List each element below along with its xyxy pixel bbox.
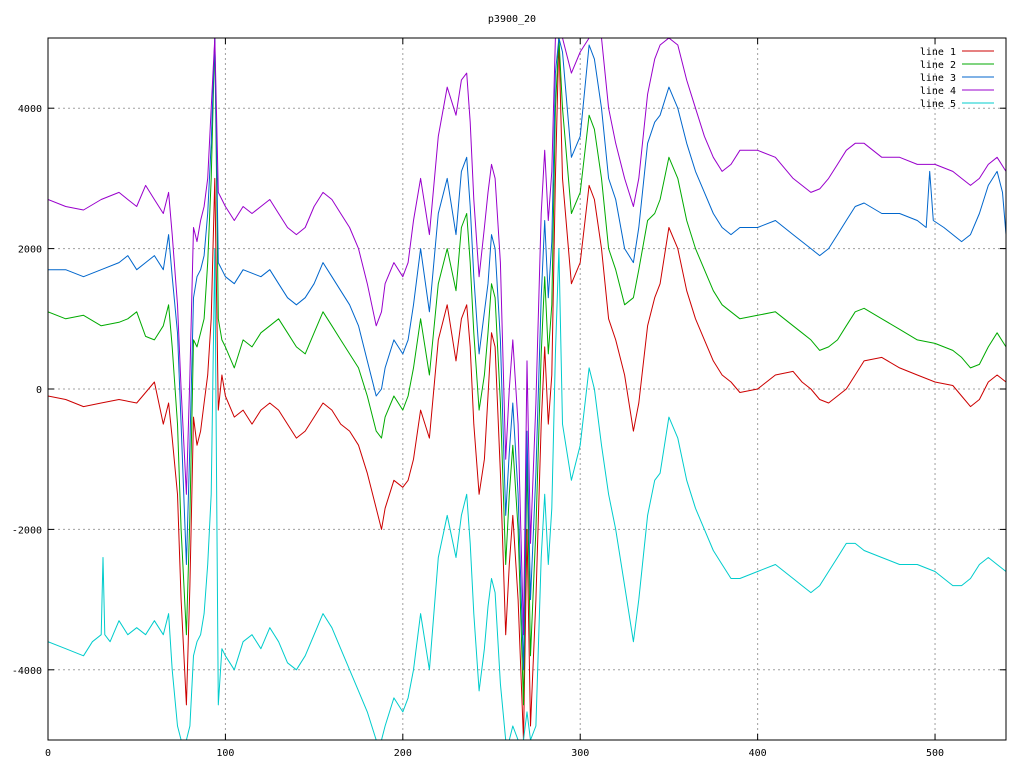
plot-area — [48, 38, 1006, 740]
y-tick-label: 4000 — [18, 104, 42, 115]
legend-label-2: line 2 — [920, 60, 956, 71]
x-tick-label: 500 — [926, 748, 944, 759]
series-line-1 — [48, 38, 1006, 740]
y-tick-label: -4000 — [12, 666, 42, 677]
axis-ticks: 0 100 200 300 400 500 -4000 -2000 0 2000 4000 — [12, 38, 1006, 759]
x-tick-label: 0 — [45, 748, 51, 759]
y-tick-label: 0 — [36, 385, 42, 396]
legend-label-4: line 4 — [920, 86, 956, 97]
x-tick-label: 300 — [571, 748, 589, 759]
series-line-5 — [48, 248, 1006, 740]
legend-label-1: line 1 — [920, 47, 956, 58]
y-tick-label: 2000 — [18, 245, 42, 256]
series-line-3 — [48, 38, 1006, 671]
chart-title: p3900_20 — [488, 14, 536, 25]
legend-label-5: line 5 — [920, 99, 956, 110]
legend: line 1 line 2 line 3 line 4 line 5 — [920, 47, 994, 110]
grid — [48, 38, 1006, 740]
x-tick-label: 200 — [394, 748, 412, 759]
legend-label-3: line 3 — [920, 73, 956, 84]
y-tick-label: -2000 — [12, 525, 42, 536]
x-tick-label: 100 — [216, 748, 234, 759]
series-line-2 — [48, 38, 1006, 706]
plot-border — [47, 37, 1007, 741]
series-line-4 — [48, 38, 1006, 636]
x-tick-label: 400 — [749, 748, 767, 759]
